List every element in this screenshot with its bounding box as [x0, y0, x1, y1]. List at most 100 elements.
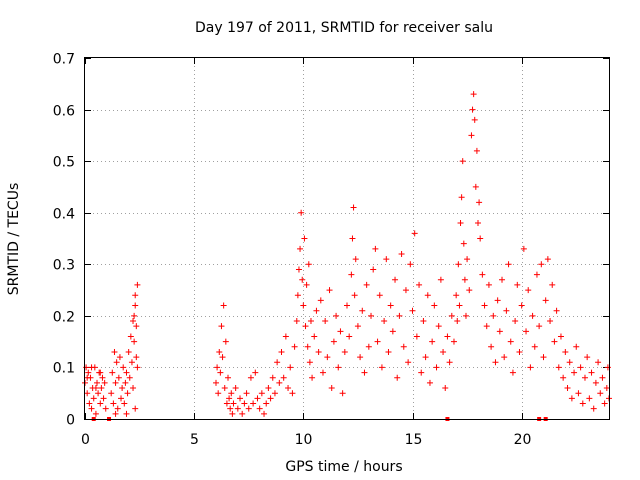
data-point [132, 302, 139, 309]
data-point [282, 333, 289, 340]
data-point [562, 348, 569, 355]
data-point [492, 359, 499, 366]
data-point [304, 343, 311, 350]
data-point [307, 318, 314, 325]
data-point [540, 354, 547, 361]
data-point [300, 302, 307, 309]
data-point [392, 276, 399, 283]
data-point [118, 395, 125, 402]
data-point [381, 318, 388, 325]
data-point [411, 230, 418, 237]
data-point [114, 405, 121, 412]
data-point [132, 292, 139, 299]
data-point [276, 379, 283, 386]
data-point [481, 302, 488, 309]
data-point [431, 302, 438, 309]
data-point [115, 374, 122, 381]
data-point [229, 410, 236, 417]
data-point [220, 302, 227, 309]
data-point [293, 318, 300, 325]
data-point [223, 400, 230, 407]
data-point [254, 395, 261, 402]
data-point [216, 348, 223, 355]
data-point [123, 410, 130, 417]
data-point [297, 245, 304, 252]
data-point [218, 323, 225, 330]
data-point [442, 385, 449, 392]
y-tick-label: 0.4 [53, 207, 75, 223]
data-points [82, 91, 612, 421]
data-point [374, 338, 381, 345]
data-point [407, 261, 414, 268]
data-point [102, 405, 109, 412]
data-point [305, 261, 312, 268]
data-point [100, 395, 107, 402]
data-point [341, 348, 348, 355]
data-point [553, 307, 560, 314]
y-axis-label: SRMTID / TECUs [6, 183, 22, 296]
data-point [330, 338, 337, 345]
data-point [127, 333, 134, 340]
data-point [116, 354, 123, 361]
data-point [446, 359, 453, 366]
data-point [383, 256, 390, 263]
data-point [228, 390, 235, 397]
data-point [433, 364, 440, 371]
data-point [402, 287, 409, 294]
data-point [604, 364, 611, 371]
data-point [110, 400, 117, 407]
data-point [291, 343, 298, 350]
data-point [416, 281, 423, 288]
data-point [450, 338, 457, 345]
data-point [538, 261, 545, 268]
data-point [385, 348, 392, 355]
y-tick-label: 0.7 [53, 52, 75, 68]
data-point [267, 395, 274, 402]
data-point [237, 395, 244, 402]
data-point [435, 323, 442, 330]
data-point [350, 204, 357, 211]
data-point [457, 220, 464, 227]
data-point [84, 390, 91, 397]
data-point [490, 312, 497, 319]
data-point [472, 183, 479, 190]
data-point [476, 199, 483, 206]
data-point [326, 287, 333, 294]
data-point [315, 348, 322, 355]
data-point [241, 400, 248, 407]
data-point [302, 323, 309, 330]
data-point [132, 405, 139, 412]
data-point [475, 220, 481, 227]
data-point [309, 374, 316, 381]
data-point [549, 281, 556, 288]
data-point [485, 281, 492, 288]
data-point [409, 307, 416, 314]
data-point [121, 400, 128, 407]
data-point [101, 379, 108, 386]
y-tick-label: 0.5 [53, 155, 75, 171]
data-point [221, 385, 228, 392]
data-point [349, 235, 356, 242]
x-tick-label: 10 [295, 432, 313, 448]
data-point [88, 364, 95, 371]
data-point [483, 323, 490, 330]
data-point [130, 318, 137, 325]
data-point [468, 132, 475, 139]
data-point [222, 338, 229, 345]
data-point [470, 91, 477, 98]
data-point [396, 312, 403, 319]
data-point [125, 348, 132, 355]
data-point [245, 405, 252, 412]
data-point [227, 405, 234, 412]
data-point [94, 379, 101, 386]
data-point [448, 312, 455, 319]
data-point [586, 395, 593, 402]
data-point [551, 338, 558, 345]
data-point [424, 292, 431, 299]
data-point [344, 302, 350, 309]
data-point [131, 338, 138, 345]
data-point [542, 297, 549, 304]
data-point [133, 354, 140, 361]
data-point [601, 400, 608, 407]
data-point [299, 276, 306, 283]
